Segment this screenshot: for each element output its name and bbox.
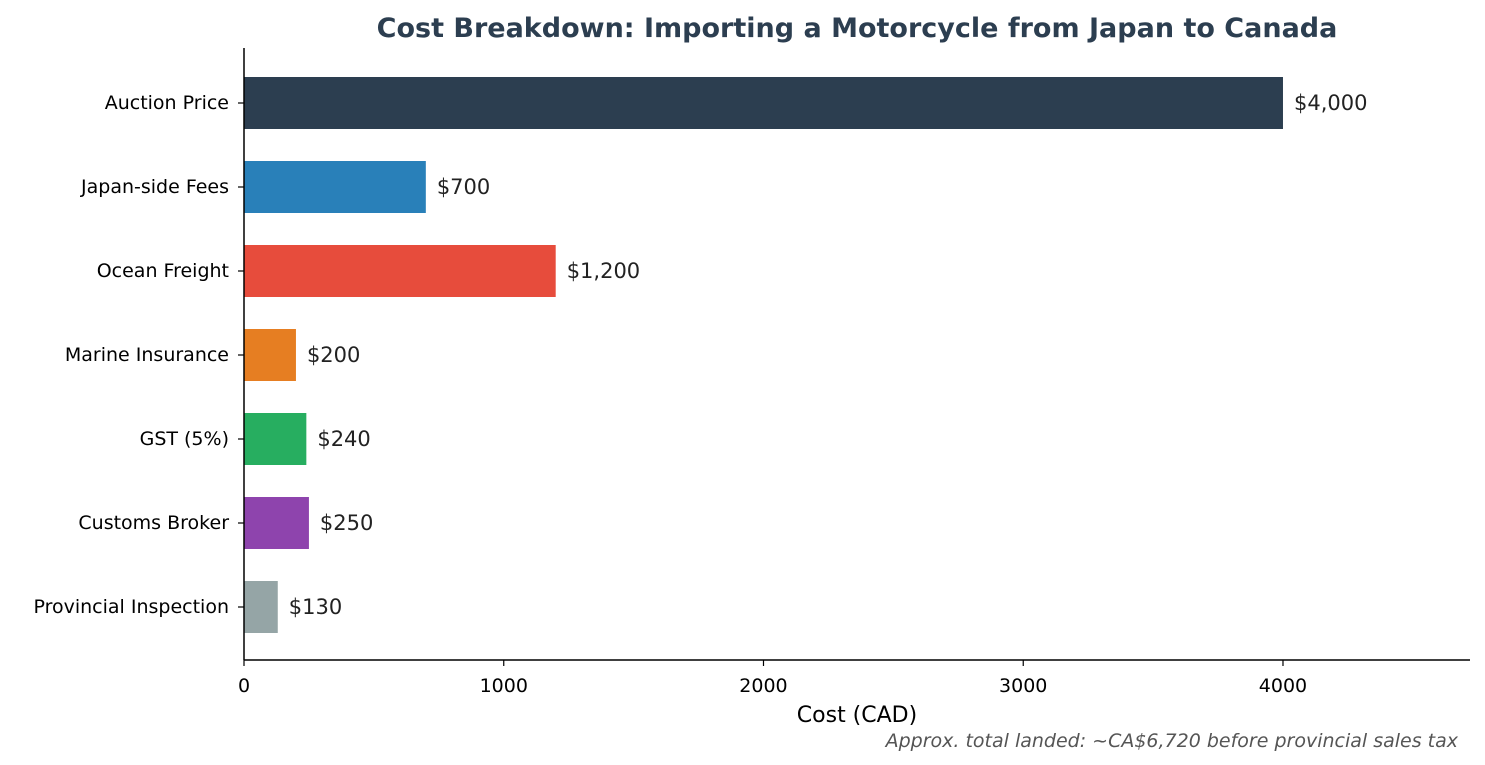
category-label-customs-broker: Customs Broker (78, 512, 229, 534)
x-tick-label-3000: 3000 (999, 675, 1047, 697)
value-label-auction-price: $4,000 (1294, 91, 1367, 115)
bar-customs-broker (244, 497, 309, 549)
x-tick-label-0: 0 (238, 675, 250, 697)
x-ticks-group: 0 1000 2000 3000 4000 (238, 660, 1307, 697)
x-tick-label-2000: 2000 (739, 675, 787, 697)
category-label-provincial-inspection: Provincial Inspection (33, 596, 229, 618)
bar-auction-price (244, 77, 1283, 129)
value-labels-group: $4,000 $700 $1,200 $200 $240 $250 $130 (289, 91, 1368, 619)
bar-japan-side-fees (244, 161, 426, 213)
value-label-gst-5: $240 (317, 427, 370, 451)
value-label-customs-broker: $250 (320, 511, 373, 535)
bar-provincial-inspection (244, 581, 278, 633)
category-label-japan-side-fees: Japan-side Fees (80, 176, 229, 198)
bar-ocean-freight (244, 245, 556, 297)
category-label-gst-5: GST (5%) (140, 428, 229, 450)
footnote: Approx. total landed: ~CA$6,720 before p… (884, 730, 1459, 752)
value-label-japan-side-fees: $700 (437, 175, 490, 199)
category-label-marine-insurance: Marine Insurance (65, 344, 229, 366)
bar-marine-insurance (244, 329, 296, 381)
x-tick-label-1000: 1000 (480, 675, 528, 697)
category-label-ocean-freight: Ocean Freight (97, 260, 229, 282)
bar-gst-5 (244, 413, 307, 465)
x-axis-label: Cost (CAD) (797, 703, 917, 728)
category-labels-group: Auction Price Japan-side Fees Ocean Freigh… (33, 92, 244, 618)
chart-title: Cost Breakdown: Importing a Motorcycle f… (377, 13, 1338, 44)
value-label-marine-insurance: $200 (307, 343, 360, 367)
bars-group (244, 77, 1283, 633)
value-label-provincial-inspection: $130 (289, 595, 342, 619)
category-label-auction-price: Auction Price (105, 92, 229, 114)
value-label-ocean-freight: $1,200 (567, 259, 640, 283)
x-tick-label-4000: 4000 (1259, 675, 1307, 697)
